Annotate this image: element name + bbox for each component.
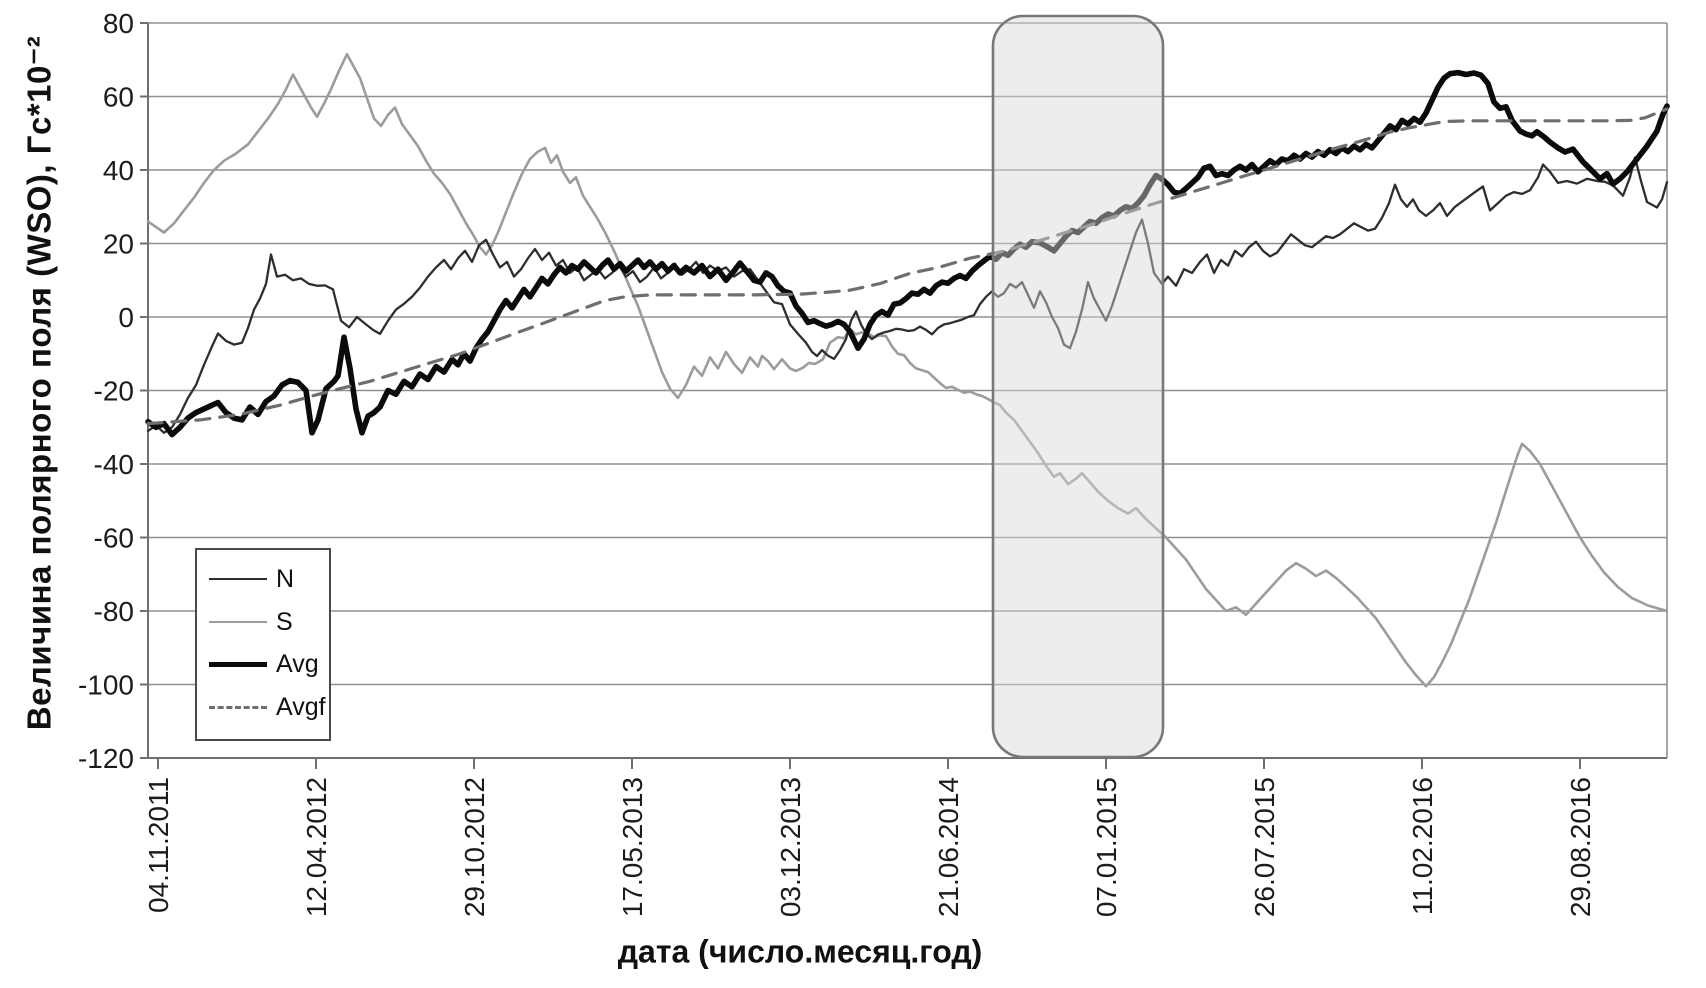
series-n-line — [146, 156, 1669, 434]
legend-label-s: S — [276, 607, 293, 636]
legend-line-sample-avgf — [209, 706, 267, 710]
y-tick-label: -120 — [78, 743, 134, 774]
series-avgf-line — [146, 107, 1669, 426]
x-tick-label: 11.02.2016 — [1407, 777, 1438, 915]
y-tick-label: -40 — [94, 449, 134, 480]
x-tick-label: 03.12.2013 — [775, 777, 806, 917]
series-s-line — [146, 52, 1669, 688]
y-tick-label: 60 — [103, 82, 134, 113]
x-tick-label: 26.07.2015 — [1249, 777, 1280, 917]
highlight-region — [991, 14, 1165, 759]
y-tick-label: -100 — [78, 670, 134, 701]
x-tick-label: 04.11.2011 — [143, 777, 174, 913]
legend-item-avg: Avg — [209, 650, 319, 679]
legend-item-s: S — [209, 608, 319, 637]
legend-item-avgf: Avgf — [209, 693, 326, 722]
legend-label-n: N — [276, 564, 295, 593]
y-tick-label: 40 — [103, 155, 134, 186]
legend-label-avg: Avg — [276, 650, 319, 679]
y-tick-label: 0 — [118, 302, 134, 333]
legend-label-avgf: Avgf — [276, 693, 326, 722]
y-tick-label: 20 — [103, 229, 134, 260]
legend-item-n: N — [209, 565, 319, 594]
legend-box: N S Avg Avgf — [195, 548, 331, 741]
y-tick-label: -20 — [94, 376, 134, 407]
y-tick-label: -80 — [94, 596, 134, 627]
x-tick-label: 29.08.2016 — [1565, 777, 1596, 917]
x-tick-label: 21.06.2014 — [933, 777, 964, 917]
y-tick-label: -60 — [94, 523, 134, 554]
y-axis-title: Величина полярного поля (WSO), Гс*10⁻² — [20, 35, 58, 731]
series-avg-line — [145, 69, 1670, 438]
x-tick-label: 12.04.2012 — [301, 777, 332, 917]
legend-line-sample-avg — [209, 662, 267, 668]
x-tick-label: 29.10.2012 — [459, 777, 490, 917]
x-axis-title: дата (число.месяц.год) — [617, 933, 983, 970]
y-tick-label: 80 — [103, 8, 134, 39]
x-tick-label: 07.01.2015 — [1091, 777, 1122, 917]
x-tick-label: 17.05.2013 — [617, 777, 648, 917]
legend-line-sample-s — [209, 621, 267, 624]
legend-line-sample-n — [209, 578, 267, 581]
